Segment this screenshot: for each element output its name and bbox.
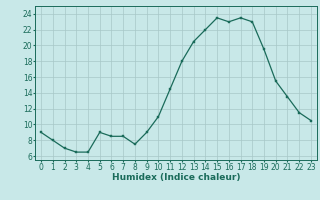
X-axis label: Humidex (Indice chaleur): Humidex (Indice chaleur) <box>112 173 240 182</box>
